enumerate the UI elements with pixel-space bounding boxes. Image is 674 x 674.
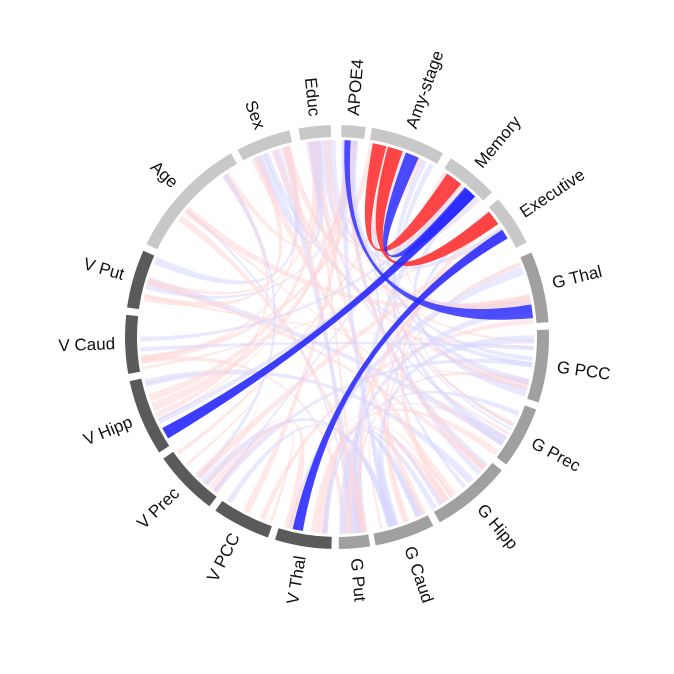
link-amy-memory bbox=[383, 152, 476, 258]
sector-arc-memory bbox=[444, 158, 493, 201]
background-link bbox=[151, 140, 359, 411]
sector-arc-executive bbox=[489, 199, 527, 248]
sector-label-v_pcc: V PCC bbox=[203, 530, 244, 585]
background-link bbox=[342, 140, 534, 343]
sector-arc-g_pcc bbox=[527, 329, 550, 403]
background-link bbox=[140, 341, 534, 352]
background-link bbox=[205, 418, 294, 524]
sector-label-apoe4: APOE4 bbox=[344, 58, 367, 116]
background-link bbox=[373, 146, 465, 254]
sector-arc-apoe4 bbox=[341, 125, 366, 139]
link-amy-memory bbox=[364, 143, 461, 252]
link-memory-v_hipp bbox=[162, 188, 476, 439]
sector-label-v_hipp: V Hipp bbox=[81, 412, 135, 449]
sector-label-executive: Executive bbox=[516, 165, 588, 222]
sector-label-g_hipp: G Hipp bbox=[473, 500, 522, 553]
sector-label-v_caud: V Caud bbox=[58, 334, 115, 355]
sector-arc-sex bbox=[237, 130, 293, 161]
background-link bbox=[383, 226, 503, 523]
background-link bbox=[322, 391, 520, 534]
background-link bbox=[183, 206, 531, 310]
sector-arc-amy bbox=[370, 127, 443, 164]
background-link bbox=[255, 140, 324, 244]
sector-label-g_put: G Put bbox=[347, 557, 370, 602]
background-link bbox=[226, 424, 394, 528]
sector-arcs bbox=[125, 125, 550, 549]
sector-arc-educ bbox=[298, 125, 332, 141]
sector-label-g_thal: G Thal bbox=[550, 262, 604, 293]
sector-arc-g_hipp bbox=[433, 462, 502, 523]
sector-arc-age bbox=[146, 153, 237, 250]
sector-label-educ: Educ bbox=[301, 77, 324, 118]
sector-label-g_pcc: G PCC bbox=[556, 357, 612, 383]
sector-label-v_prec: V Prec bbox=[133, 483, 183, 532]
sector-arc-g_put bbox=[338, 534, 371, 549]
sector-arc-g_caud bbox=[373, 515, 434, 546]
sector-label-v_thal: V Thal bbox=[283, 554, 310, 605]
sector-arc-v_pcc bbox=[215, 500, 272, 538]
sector-arc-v_put bbox=[127, 250, 155, 310]
sector-label-g_caud: G Caud bbox=[400, 544, 437, 606]
sector-label-memory: Memory bbox=[471, 112, 525, 172]
sector-label-amy: Amy-stage bbox=[402, 48, 447, 131]
sector-arc-g_thal bbox=[520, 252, 549, 324]
background-link bbox=[257, 140, 322, 244]
link-amy-executive bbox=[375, 146, 499, 267]
sector-label-sex: Sex bbox=[241, 98, 269, 133]
sector-arc-v_prec bbox=[163, 451, 217, 507]
sector-arc-g_prec bbox=[496, 405, 537, 465]
sector-arc-v_caud bbox=[125, 314, 141, 374]
highlighted-links bbox=[162, 140, 534, 532]
sector-arc-v_hipp bbox=[129, 378, 170, 453]
sector-label-age: Age bbox=[147, 157, 182, 192]
background-link bbox=[386, 262, 521, 522]
sector-arc-v_thal bbox=[275, 528, 332, 549]
background-links bbox=[140, 140, 534, 534]
sector-label-g_prec: G Prec bbox=[528, 434, 584, 476]
sector-label-v_put: V Put bbox=[81, 254, 126, 284]
